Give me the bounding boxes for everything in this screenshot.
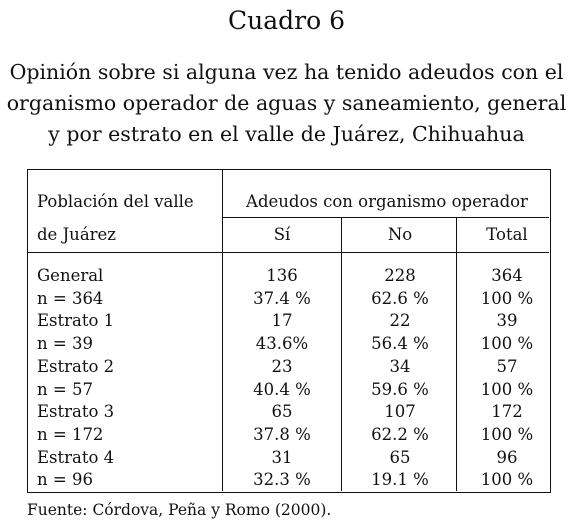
data-table: Población del valle de Juárez Adeudos co… <box>27 169 551 493</box>
table-cell: 37.4 % <box>253 288 311 308</box>
table-cell: 100 % <box>480 379 534 399</box>
table-cell: 100 % <box>480 288 534 308</box>
column-header-si: Sí <box>273 225 291 244</box>
table-cell: 96 <box>496 447 518 467</box>
table-cell: 37.8 % <box>253 424 311 444</box>
column-header-no: No <box>387 225 413 244</box>
row-label: n = 364 <box>37 288 104 308</box>
row-label: n = 172 <box>37 424 104 444</box>
row-header-divider <box>222 170 223 491</box>
table-cell: 31 <box>271 447 293 467</box>
table-cell: 32.3 % <box>253 470 311 490</box>
table-cell: 57 <box>496 356 518 376</box>
group-header: Adeudos con organismo operador <box>246 192 528 211</box>
table-caption-line-3: y por estrato en el valle de Juárez, Chi… <box>48 122 525 146</box>
row-label: n = 96 <box>37 470 93 490</box>
table-cell: 40.4 % <box>253 379 311 399</box>
table-cell: 65 <box>271 402 293 422</box>
row-label: Estrato 2 <box>37 356 115 376</box>
table-cell: 364 <box>491 266 523 285</box>
table-cell: 62.6 % <box>371 288 429 308</box>
table-cell: 172 <box>491 402 523 422</box>
row-label: Estrato 3 <box>37 402 115 422</box>
table-cell: 107 <box>384 402 416 422</box>
header-bottom-rule <box>28 252 549 253</box>
row-label: n = 39 <box>37 334 93 354</box>
row-header-label-line-2: de Juárez <box>37 225 116 244</box>
column-header-total: Total <box>486 225 528 244</box>
table-cell: 19.1 % <box>371 470 429 490</box>
column-divider <box>456 217 457 491</box>
table-caption-line-2: organismo operador de aguas y saneamient… <box>6 91 567 115</box>
table-cell: 100 % <box>480 424 534 444</box>
table-cell: 23 <box>271 356 293 376</box>
table-cell: 62.2 % <box>371 424 429 444</box>
table-cell: 100 % <box>480 334 534 354</box>
table-cell: 39 <box>496 311 518 331</box>
table-caption-line-1: Opinión sobre si alguna vez ha tenido ad… <box>9 60 564 84</box>
table-cell: 65 <box>389 447 411 467</box>
column-divider <box>341 217 342 491</box>
group-header-underline <box>222 217 549 218</box>
row-label: Estrato 4 <box>37 447 115 467</box>
source-note: Fuente: Córdova, Peña y Romo (2000). <box>27 501 332 519</box>
table-cell: 228 <box>384 266 416 285</box>
row-label: Estrato 1 <box>37 311 115 331</box>
table-cell: 34 <box>389 356 411 376</box>
row-label: n = 57 <box>37 379 93 399</box>
table-cell: 17 <box>271 311 293 331</box>
row-label: General <box>37 266 104 285</box>
table-cell: 59.6 % <box>371 379 429 399</box>
table-cell: 136 <box>266 266 298 285</box>
table-cell: 43.6% <box>255 334 309 354</box>
table-cell: 22 <box>389 311 411 331</box>
row-header-label-line-1: Población del valle <box>37 192 194 211</box>
table-cell: 100 % <box>480 470 534 490</box>
table-caption-title: Cuadro 6 <box>228 6 345 35</box>
table-cell: 56.4 % <box>371 334 429 354</box>
